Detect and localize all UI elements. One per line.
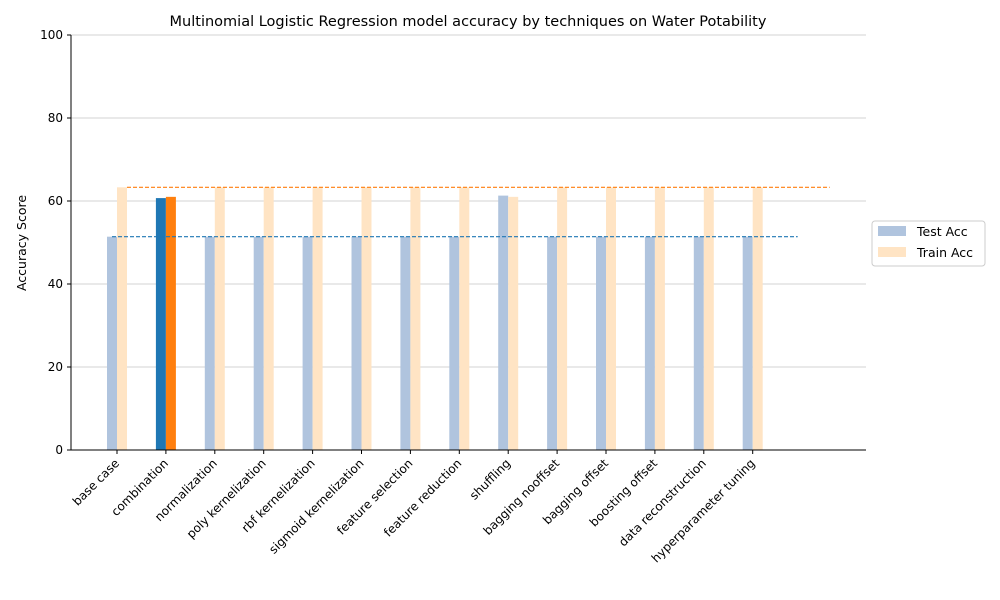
- chart-title: Multinomial Logistic Regression model ac…: [170, 14, 767, 30]
- legend: Test Acc Train Acc: [871, 220, 986, 267]
- bar-train-acc-feature-selection: [410, 187, 421, 450]
- bar-test-acc-poly-kernelization: [253, 236, 264, 450]
- bar-test-acc-normalization: [204, 236, 215, 450]
- legend-swatch-train-acc: [878, 247, 906, 257]
- y-axis-label: Accuracy Score: [14, 195, 29, 291]
- bar-train-acc-normalization: [214, 187, 225, 450]
- bar-train-acc-rbf-kernelization: [312, 187, 323, 450]
- bar-train-acc-bagging-nooffset: [557, 187, 568, 450]
- bar-test-acc-shuffling: [498, 195, 509, 450]
- y-tick-label: 60: [48, 194, 63, 208]
- x-tick-label-shuffling: shuffling: [467, 456, 513, 502]
- bar-train-acc-combination: [165, 196, 176, 450]
- reference-lines: [112, 186, 830, 238]
- legend-swatch-test-acc: [878, 226, 906, 236]
- bar-train-acc-hyperparameter-tuning: [752, 187, 763, 450]
- bar-train-acc-bagging-offset: [606, 187, 616, 450]
- bar-train-acc-shuffling: [508, 196, 519, 450]
- x-tick-label-base-case: base case: [70, 456, 122, 508]
- bar-test-acc-feature-selection: [400, 236, 411, 450]
- bars-group: [107, 187, 763, 450]
- bar-test-acc-boosting-offset: [644, 236, 655, 450]
- x-tick-label-sigmoid-kernelization: sigmoid kernelization: [266, 456, 366, 556]
- y-tick-label: 20: [48, 360, 63, 374]
- legend-label-test-acc: Test Acc: [916, 224, 968, 239]
- bar-test-acc-sigmoid-kernelization: [351, 236, 362, 450]
- bar-test-acc-bagging-offset: [596, 236, 606, 450]
- bar-test-acc-hyperparameter-tuning: [742, 236, 753, 450]
- y-tick-label: 0: [55, 443, 63, 457]
- bar-train-acc-sigmoid-kernelization: [361, 187, 372, 450]
- bar-test-acc-bagging-nooffset: [547, 236, 558, 450]
- x-tick-label-data-reconstruction: data reconstruction: [616, 456, 709, 549]
- bar-test-acc-combination: [155, 198, 166, 450]
- bar-test-acc-rbf-kernelization: [302, 236, 313, 450]
- legend-label-train-acc: Train Acc: [916, 245, 973, 260]
- bar-train-acc-base-case: [117, 187, 127, 450]
- bar-test-acc-data-reconstruction: [693, 236, 704, 450]
- bar-train-acc-boosting-offset: [654, 187, 665, 450]
- axes: [70, 35, 866, 451]
- y-ticks: 0 20 40 60 80 100: [40, 28, 71, 457]
- x-tick-label-hyperparameter-tuning: hyperparameter tuning: [649, 456, 758, 565]
- bar-train-acc-data-reconstruction: [703, 187, 714, 450]
- y-tick-label: 40: [48, 277, 63, 291]
- bar-test-acc-base-case: [107, 236, 117, 450]
- y-tick-label: 100: [40, 28, 63, 42]
- y-tick-label: 80: [48, 111, 63, 125]
- bar-train-acc-poly-kernelization: [263, 187, 274, 450]
- bar-train-acc-feature-reduction: [459, 187, 470, 450]
- bar-test-acc-feature-reduction: [449, 236, 460, 450]
